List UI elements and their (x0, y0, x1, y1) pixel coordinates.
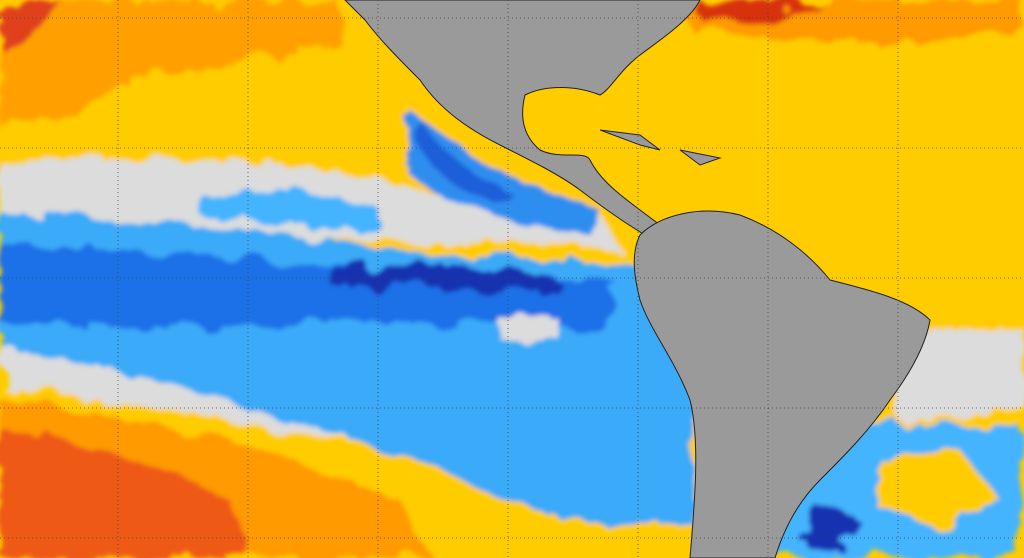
cold-tongue (415, 120, 510, 205)
caribbean-islands (599, 129, 722, 166)
land (344, 0, 931, 558)
warm-atlantic-patch (880, 450, 1000, 530)
south-america (633, 210, 931, 558)
neutral-patch (500, 320, 560, 340)
warm-nw (0, 0, 340, 130)
cold-band (0, 245, 620, 330)
hot-sw (0, 430, 250, 558)
hot-nw (0, 0, 60, 50)
cold-atlantic (800, 500, 860, 550)
north-central-america (344, 0, 701, 236)
hot-ne (700, 0, 820, 22)
cool-patch (200, 190, 380, 235)
cool-tongue (405, 110, 600, 235)
colder-band (330, 264, 560, 295)
